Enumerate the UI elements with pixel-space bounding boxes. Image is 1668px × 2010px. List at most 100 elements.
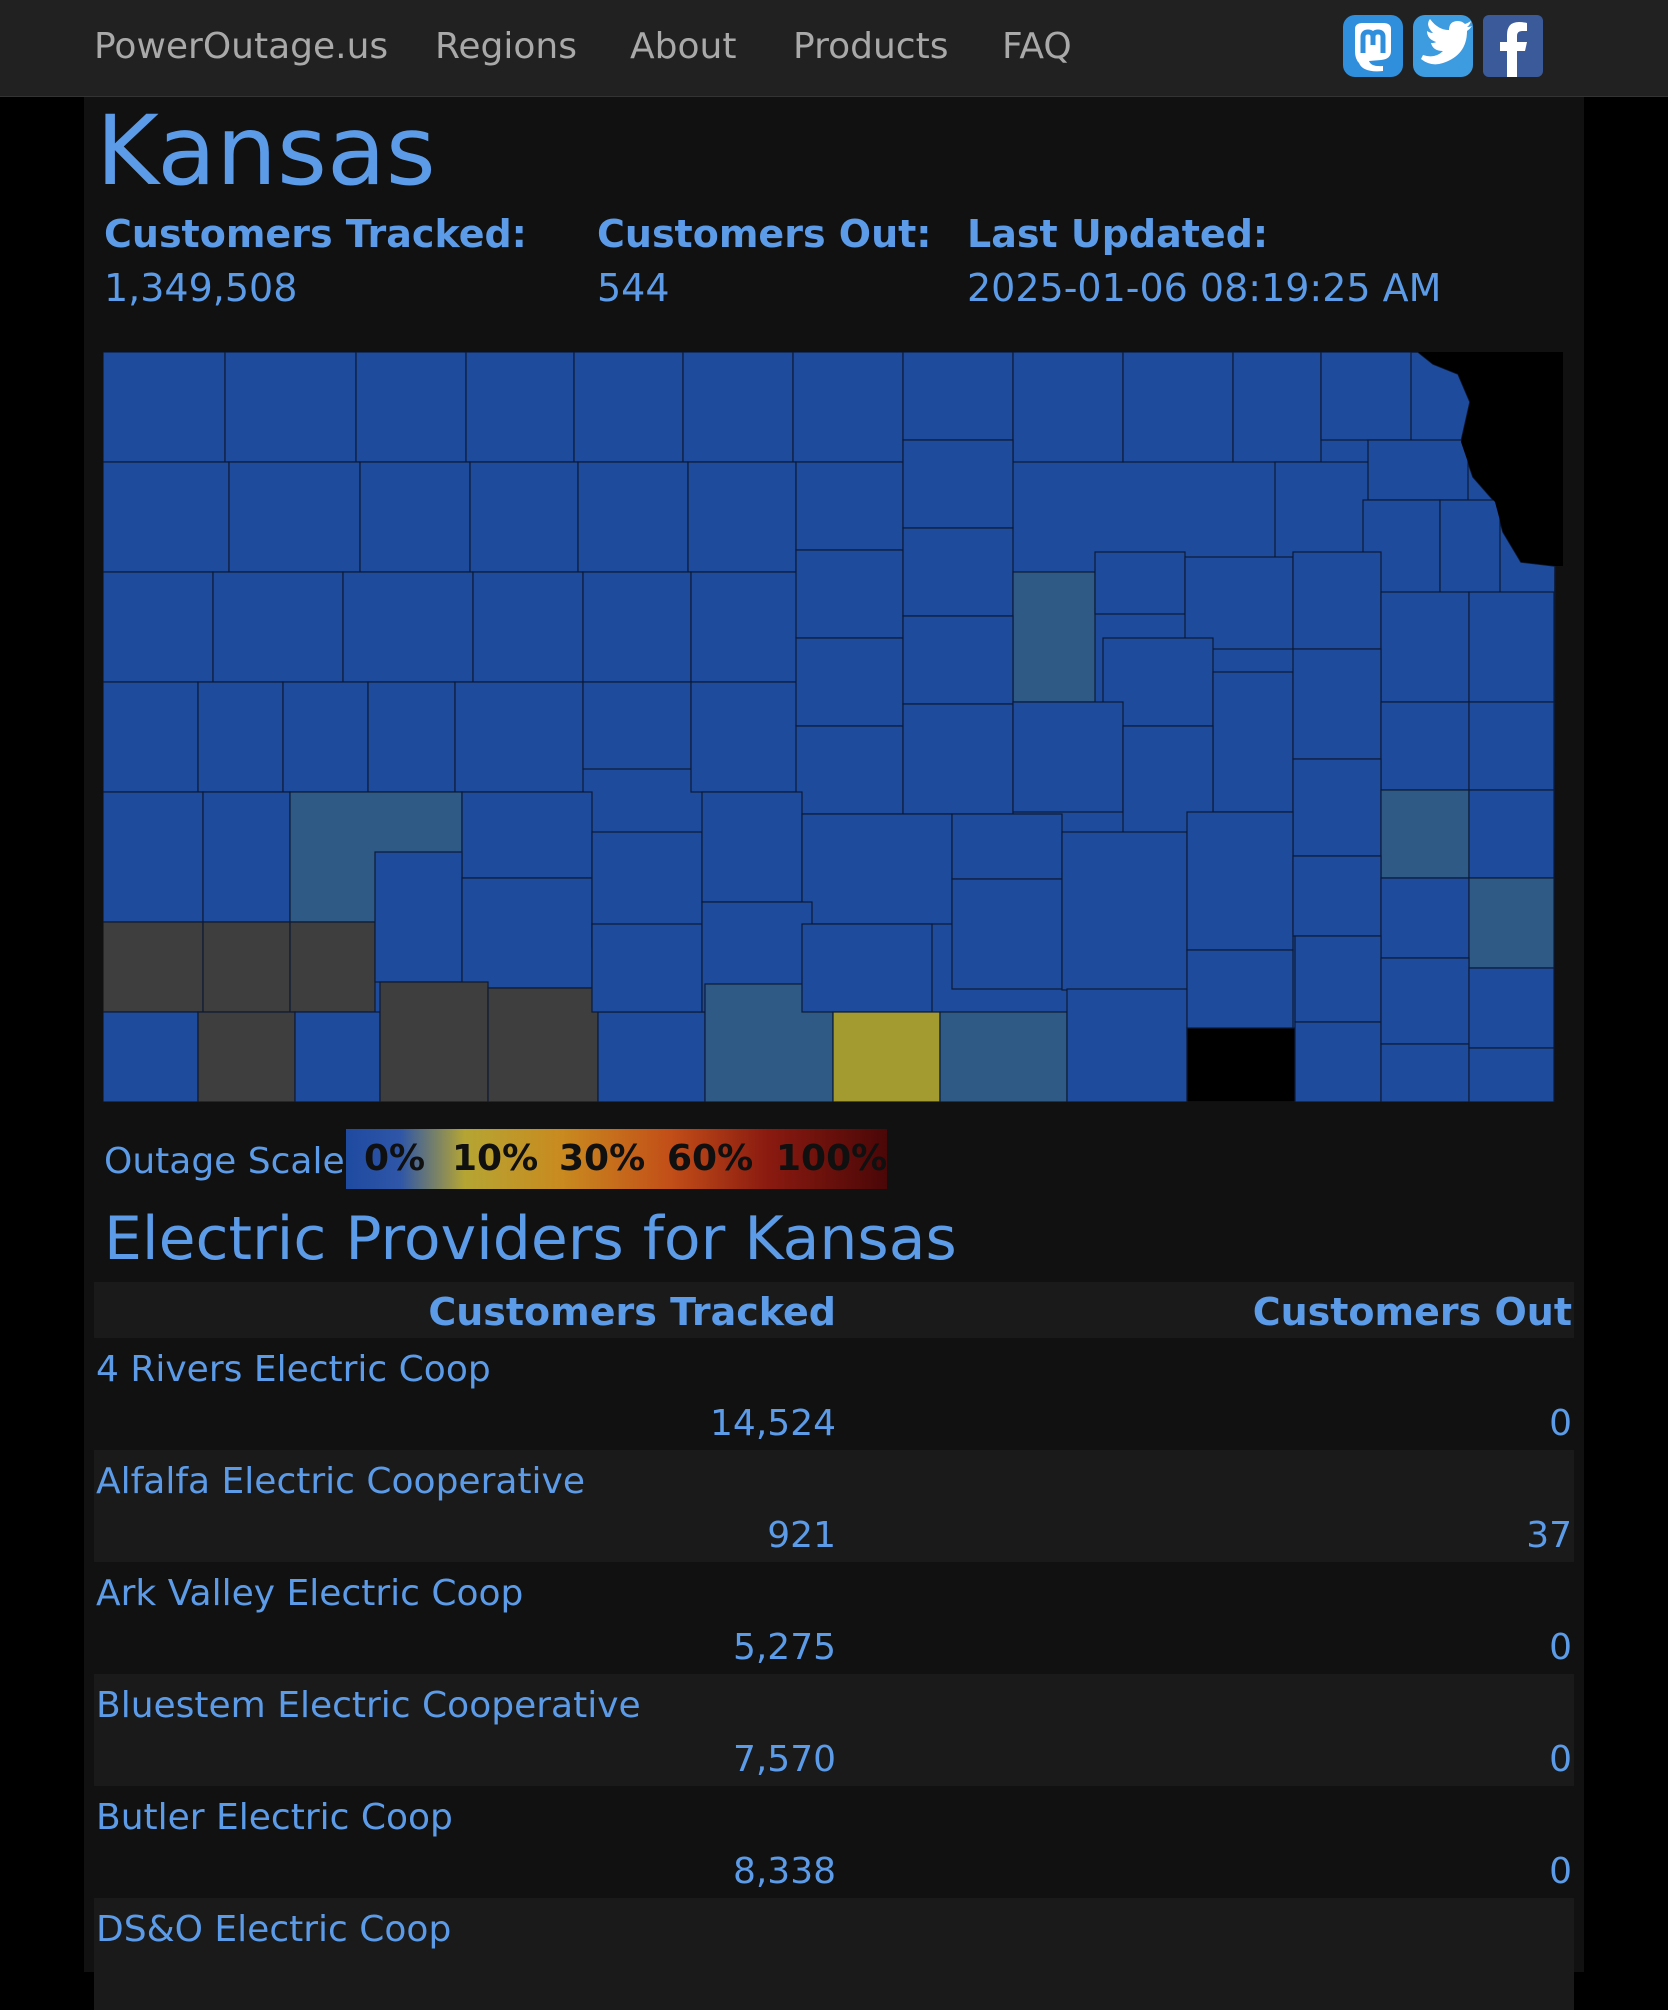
county-shape[interactable] [374,851,463,983]
county-shape[interactable] [690,571,802,683]
county-shape[interactable] [228,461,361,573]
county-shape[interactable] [1094,551,1186,615]
county-shape[interactable] [454,681,584,793]
county-shape[interactable] [1186,949,1294,1036]
county-shape[interactable] [197,681,284,793]
county-shape[interactable] [1380,591,1470,703]
county-shape[interactable] [103,352,226,463]
county-shape[interactable] [1012,571,1096,703]
county-shape[interactable] [1367,439,1469,501]
county-shape[interactable] [1380,877,1470,959]
provider-name-link[interactable]: Bluestem Electric Cooperative [96,1685,641,1726]
county-shape[interactable] [832,1011,941,1102]
county-shape[interactable] [289,921,376,1013]
county-shape[interactable] [801,813,953,925]
county-shape[interactable] [1292,855,1382,937]
county-shape[interactable] [465,352,575,463]
brand-link[interactable]: PowerOutage.us [94,26,389,67]
county-shape[interactable] [355,352,467,463]
county-shape[interactable] [1012,701,1124,813]
county-shape[interactable] [342,571,474,683]
county-shape[interactable] [1468,877,1555,969]
county-shape[interactable] [103,681,199,793]
county-shape[interactable] [687,461,797,573]
county-shape[interactable] [1380,1043,1470,1102]
mastodon-icon[interactable] [1343,15,1403,77]
county-shape[interactable] [282,681,369,793]
county-shape[interactable] [795,725,904,815]
county-shape[interactable] [359,461,471,573]
county-shape[interactable] [1122,352,1234,463]
provider-name-link[interactable]: 4 Rivers Electric Coop [96,1349,491,1390]
county-shape[interactable] [1468,967,1555,1049]
county-shape[interactable] [202,921,291,1013]
nav-link-faq[interactable]: FAQ [1002,26,1072,67]
county-shape[interactable] [1184,556,1294,650]
county-shape[interactable] [103,921,204,1013]
county-shape[interactable] [1061,831,1188,991]
county-shape[interactable] [197,1011,296,1102]
provider-name-link[interactable]: Alfalfa Electric Cooperative [96,1461,586,1502]
provider-name-link[interactable]: DS&O Electric Coop [96,1909,452,1950]
county-shape[interactable] [1186,811,1294,951]
county-shape[interactable] [1292,648,1382,760]
county-shape[interactable] [573,352,684,463]
county-shape[interactable] [103,1011,199,1102]
twitter-icon[interactable] [1413,15,1473,77]
county-shape[interactable] [795,549,904,639]
county-shape[interactable] [951,813,1063,880]
county-shape[interactable] [902,703,1014,815]
county-shape[interactable] [103,571,214,683]
county-shape[interactable] [902,615,1014,705]
county-shape[interactable] [1232,352,1322,463]
county-shape[interactable] [472,571,584,683]
county-shape[interactable] [469,461,579,573]
county-shape[interactable] [1380,957,1470,1045]
county-shape[interactable] [1294,935,1382,1023]
county-shape[interactable] [1292,758,1382,857]
provider-name-link[interactable]: Butler Electric Coop [96,1797,453,1838]
county-shape[interactable] [379,981,489,1102]
county-shape[interactable] [582,571,692,683]
county-shape[interactable] [597,1011,706,1102]
county-shape[interactable] [902,352,1014,441]
county-shape[interactable] [487,987,599,1102]
nav-link-about[interactable]: About [630,26,737,67]
county-shape[interactable] [212,571,344,683]
nav-link-regions[interactable]: Regions [435,26,577,67]
county-shape[interactable] [1066,988,1188,1102]
county-shape[interactable] [1294,1021,1382,1102]
county-shape[interactable] [582,681,692,770]
county-shape[interactable] [682,352,794,463]
county-shape[interactable] [902,439,1014,529]
col-header-tracked[interactable]: Customers Tracked [428,1290,836,1334]
county-shape[interactable] [795,637,904,727]
county-shape[interactable] [1212,671,1294,813]
county-shape[interactable] [690,681,802,793]
county-shape[interactable] [577,461,689,573]
county-shape[interactable] [1380,701,1470,791]
county-shape[interactable] [294,1011,381,1102]
nav-link-products[interactable]: Products [793,26,949,67]
county-shape[interactable] [801,923,933,1013]
county-shape[interactable] [795,461,904,551]
county-shape[interactable] [902,527,1014,617]
county-shape[interactable] [1320,352,1412,441]
county-shape[interactable] [1468,701,1555,791]
county-shape[interactable] [461,877,593,989]
county-shape[interactable] [792,352,904,463]
county-shape[interactable] [224,352,357,463]
facebook-icon[interactable] [1483,15,1543,77]
county-shape[interactable] [1380,789,1470,879]
provider-name-link[interactable]: Ark Valley Electric Coop [96,1573,524,1614]
county-shape[interactable] [939,1011,1068,1102]
county-shape[interactable] [103,791,204,923]
col-header-out[interactable]: Customers Out [1252,1290,1572,1334]
county-shape[interactable] [951,878,1063,990]
county-outage-map[interactable] [103,352,1563,1102]
county-shape[interactable] [591,923,703,1013]
county-shape[interactable] [202,791,291,923]
county-shape[interactable] [1468,1047,1555,1102]
county-shape[interactable] [461,791,593,879]
county-shape[interactable] [1186,1027,1296,1102]
